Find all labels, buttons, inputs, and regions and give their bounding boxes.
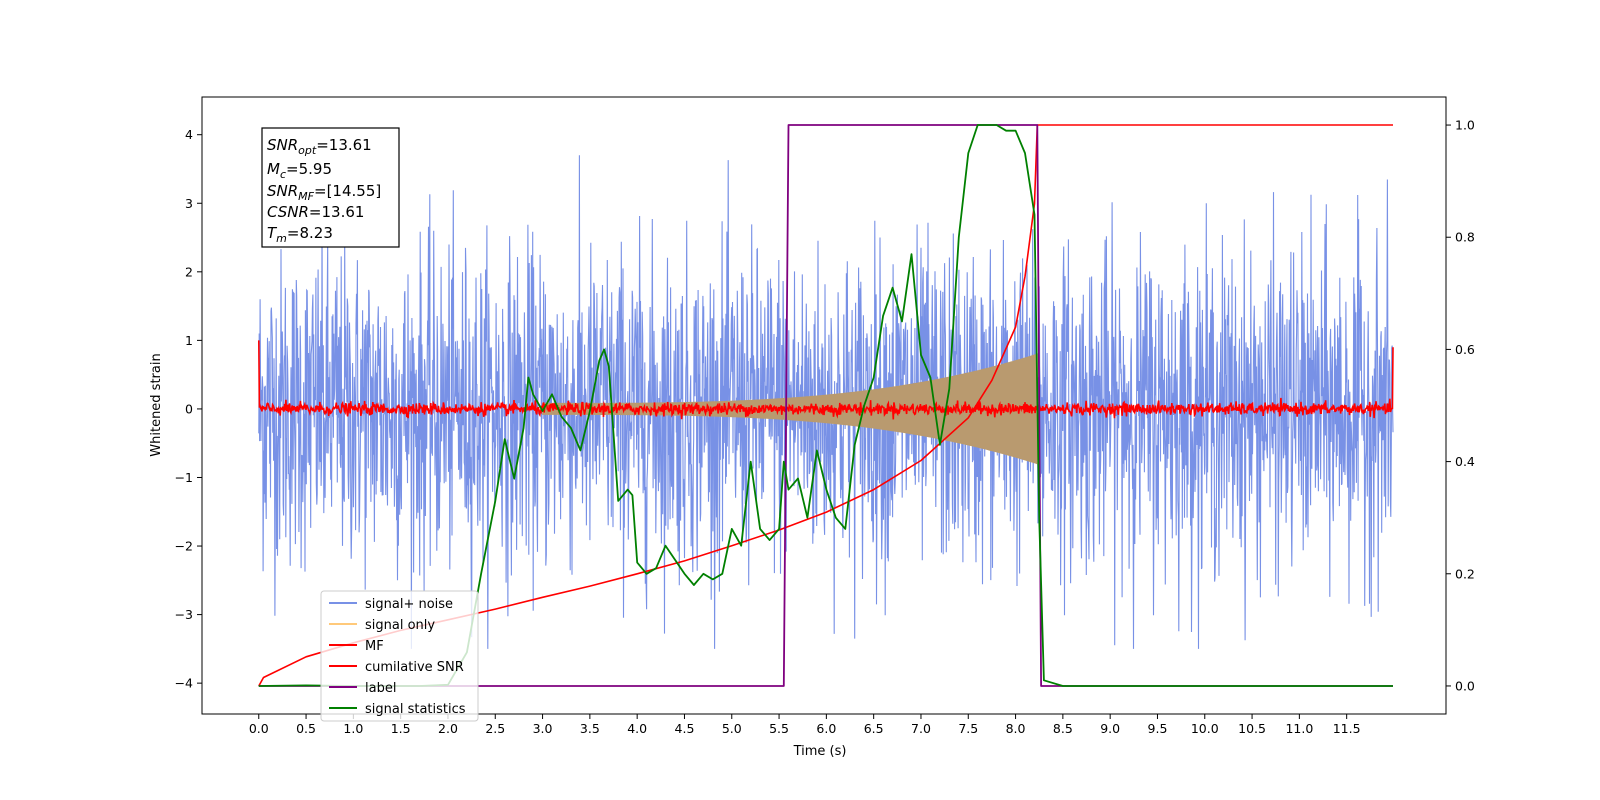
y-axis-ticks: 4 3 2 1 0 −1 −2 −3 −4 — [175, 127, 202, 691]
y-tick-label: 2 — [185, 264, 193, 279]
mf-series — [258, 340, 1394, 420]
y2-tick-label: 0.8 — [1455, 230, 1475, 245]
legend-entry-cumulative-snr: cumilative SNR — [329, 660, 464, 675]
legend-entry-signal-noise: signal+ noise — [329, 597, 453, 612]
x-tick-label: 8.5 — [1053, 721, 1073, 736]
x-tick-label: 0.0 — [249, 721, 269, 736]
x-tick-label: 9.5 — [1148, 721, 1168, 736]
x-tick-label: 6.0 — [816, 721, 836, 736]
legend-label-cumulative-snr: cumilative SNR — [365, 660, 464, 675]
annotation-snr-mf: SNRMF=[14.55] — [267, 182, 381, 203]
mf-line — [258, 340, 1394, 420]
signal-statistics-line — [258, 124, 1393, 687]
plot-frame — [201, 96, 1447, 715]
y-tick-label: −1 — [175, 470, 193, 485]
annotation-merger-time: Tm=8.23 — [267, 224, 333, 245]
signal-only-fill — [542, 353, 1038, 465]
x-tick-label: 9.0 — [1100, 721, 1120, 736]
signal-statistics-series — [258, 124, 1393, 687]
x-tick-label: 6.5 — [864, 721, 884, 736]
x-axis-label: Time (s) — [793, 744, 847, 759]
x-tick-label: 2.0 — [438, 721, 458, 736]
legend-label-signal-noise: signal+ noise — [365, 597, 453, 612]
legend-label-label: label — [365, 681, 396, 696]
y2-tick-label: 0.0 — [1455, 678, 1475, 693]
x-tick-label: 5.5 — [769, 721, 789, 736]
y2-tick-label: 0.6 — [1455, 342, 1475, 357]
y-tick-label: −2 — [175, 539, 193, 554]
signal-only-series — [542, 353, 1038, 465]
x-tick-label: 4.5 — [675, 721, 695, 736]
x-tick-label: 8.0 — [1006, 721, 1026, 736]
x-tick-label: 10.5 — [1238, 721, 1266, 736]
x-tick-label: 7.0 — [911, 721, 931, 736]
legend-entry-signal-only: signal only — [329, 618, 435, 633]
x-tick-label: 5.0 — [722, 721, 742, 736]
y2-tick-label: 1.0 — [1455, 118, 1475, 133]
annotation-snr-opt: SNRopt=13.61 — [267, 136, 372, 157]
x-axis-ticks: 0.0 0.5 1.0 1.5 2.0 2.5 3.0 3.5 4.0 4.5 5.0 5.5 6.0 6… — [249, 714, 1361, 736]
y-tick-label: 4 — [185, 127, 193, 142]
plot-area — [258, 124, 1394, 687]
x-tick-label: 4.0 — [627, 721, 647, 736]
annotation-csnr: CSNR=13.61 — [267, 203, 364, 221]
x-tick-label: 10.0 — [1191, 721, 1219, 736]
y2-tick-label: 0.4 — [1455, 454, 1475, 469]
y-axis-label: Whitened strain — [149, 353, 164, 456]
x-tick-label: 3.5 — [580, 721, 600, 736]
x-tick-label: 3.0 — [533, 721, 553, 736]
legend: signal+ noise signal only MF cumilative … — [320, 590, 479, 722]
y-tick-label: 3 — [185, 196, 193, 211]
x-tick-label: 1.0 — [343, 721, 363, 736]
legend-label-mf: MF — [365, 639, 384, 654]
y-tick-label: −3 — [175, 607, 193, 622]
x-tick-label: 11.0 — [1285, 721, 1313, 736]
x-tick-label: 11.5 — [1333, 721, 1361, 736]
x-tick-label: 0.5 — [296, 721, 316, 736]
y2-axis-ticks: 1.0 0.8 0.6 0.4 0.2 0.0 — [1446, 118, 1475, 693]
legend-entry-mf: MF — [329, 639, 384, 654]
y2-tick-label: 0.2 — [1455, 566, 1475, 581]
y-tick-label: −4 — [175, 676, 193, 691]
stats-annotation-box: SNRopt=13.61 Mc=5.95 SNRMF=[14.55] CSNR=… — [261, 127, 400, 248]
x-tick-label: 7.5 — [958, 721, 978, 736]
legend-label-signal-only: signal only — [365, 618, 435, 633]
x-tick-label: 2.5 — [485, 721, 505, 736]
legend-entry-signal-statistics: signal statistics — [329, 702, 466, 717]
y-tick-label: 0 — [185, 401, 193, 416]
legend-entry-label: label — [329, 681, 396, 696]
annotation-chirp-mass: Mc=5.95 — [267, 160, 332, 181]
legend-label-signal-statistics: signal statistics — [365, 702, 466, 717]
y-tick-label: 1 — [185, 333, 193, 348]
x-tick-label: 1.5 — [391, 721, 411, 736]
